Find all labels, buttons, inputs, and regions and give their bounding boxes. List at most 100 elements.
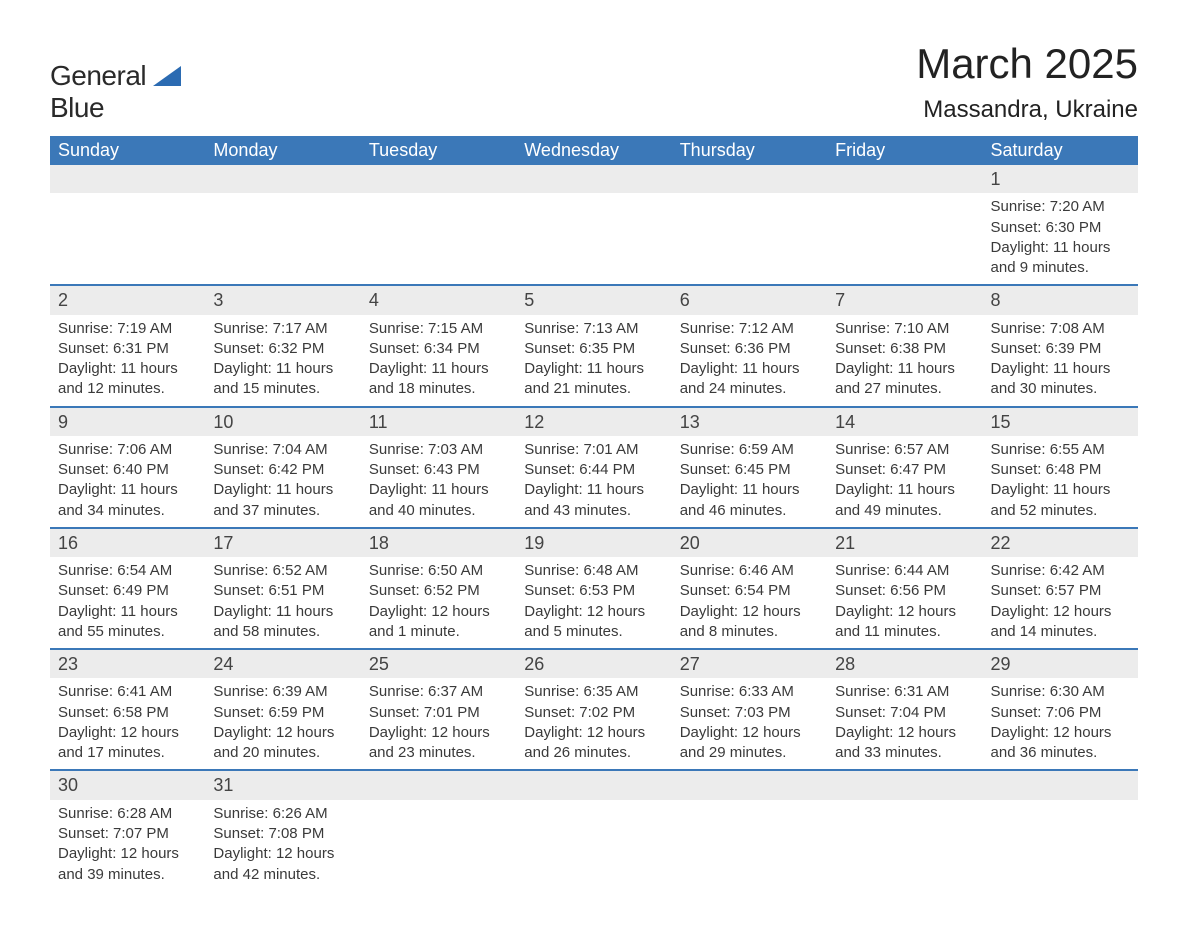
sunset-line: Sunset: 6:53 PM <box>524 581 663 601</box>
sunrise-line: Sunrise: 6:54 AM <box>58 561 197 581</box>
day-detail-cell <box>983 800 1138 891</box>
daylight-line: Daylight: 11 hours and 12 minutes. <box>58 359 197 400</box>
daylight-line: Daylight: 11 hours and 49 minutes. <box>835 480 974 521</box>
daylight-line: Daylight: 11 hours and 34 minutes. <box>58 480 197 521</box>
day-detail-cell: Sunrise: 7:17 AMSunset: 6:32 PMDaylight:… <box>205 315 360 407</box>
daylight-line: Daylight: 12 hours and 26 minutes. <box>524 723 663 764</box>
day-detail-cell: Sunrise: 7:13 AMSunset: 6:35 PMDaylight:… <box>516 315 671 407</box>
day-number-cell: 15 <box>983 407 1138 436</box>
daylight-line: Daylight: 12 hours and 8 minutes. <box>680 602 819 643</box>
sunrise-line: Sunrise: 7:04 AM <box>213 440 352 460</box>
day-detail-cell: Sunrise: 6:50 AMSunset: 6:52 PMDaylight:… <box>361 557 516 649</box>
calendar-table: SundayMondayTuesdayWednesdayThursdayFrid… <box>50 136 1138 891</box>
sunset-line: Sunset: 6:56 PM <box>835 581 974 601</box>
week-detail-row: Sunrise: 7:06 AMSunset: 6:40 PMDaylight:… <box>50 436 1138 528</box>
day-detail-cell: Sunrise: 6:41 AMSunset: 6:58 PMDaylight:… <box>50 678 205 770</box>
day-detail-cell: Sunrise: 6:30 AMSunset: 7:06 PMDaylight:… <box>983 678 1138 770</box>
day-number-cell: 7 <box>827 285 982 314</box>
sunrise-line: Sunrise: 7:17 AM <box>213 319 352 339</box>
daylight-line: Daylight: 11 hours and 21 minutes. <box>524 359 663 400</box>
day-detail-cell: Sunrise: 6:31 AMSunset: 7:04 PMDaylight:… <box>827 678 982 770</box>
weekday-header-row: SundayMondayTuesdayWednesdayThursdayFrid… <box>50 136 1138 165</box>
day-number-cell <box>827 770 982 799</box>
sunrise-line: Sunrise: 6:35 AM <box>524 682 663 702</box>
sunrise-line: Sunrise: 6:31 AM <box>835 682 974 702</box>
day-detail-cell: Sunrise: 7:15 AMSunset: 6:34 PMDaylight:… <box>361 315 516 407</box>
day-number-cell: 4 <box>361 285 516 314</box>
weekday-header: Saturday <box>983 136 1138 165</box>
sunrise-line: Sunrise: 6:57 AM <box>835 440 974 460</box>
day-number-cell: 28 <box>827 649 982 678</box>
sunrise-line: Sunrise: 6:52 AM <box>213 561 352 581</box>
daylight-line: Daylight: 11 hours and 52 minutes. <box>991 480 1130 521</box>
day-detail-cell: Sunrise: 6:39 AMSunset: 6:59 PMDaylight:… <box>205 678 360 770</box>
weekday-header: Wednesday <box>516 136 671 165</box>
daylight-line: Daylight: 11 hours and 9 minutes. <box>991 238 1130 279</box>
day-number-cell <box>827 165 982 193</box>
day-detail-cell: Sunrise: 6:28 AMSunset: 7:07 PMDaylight:… <box>50 800 205 891</box>
sunrise-line: Sunrise: 6:46 AM <box>680 561 819 581</box>
day-number-cell: 26 <box>516 649 671 678</box>
sunset-line: Sunset: 6:42 PM <box>213 460 352 480</box>
sunrise-line: Sunrise: 7:08 AM <box>991 319 1130 339</box>
day-detail-cell: Sunrise: 6:54 AMSunset: 6:49 PMDaylight:… <box>50 557 205 649</box>
day-detail-cell: Sunrise: 7:20 AMSunset: 6:30 PMDaylight:… <box>983 193 1138 285</box>
location: Massandra, Ukraine <box>916 96 1138 124</box>
sunset-line: Sunset: 6:34 PM <box>369 339 508 359</box>
day-detail-cell <box>827 193 982 285</box>
sunset-line: Sunset: 7:03 PM <box>680 703 819 723</box>
daylight-line: Daylight: 12 hours and 14 minutes. <box>991 602 1130 643</box>
daylight-line: Daylight: 12 hours and 33 minutes. <box>835 723 974 764</box>
sunrise-line: Sunrise: 7:03 AM <box>369 440 508 460</box>
day-detail-cell <box>516 800 671 891</box>
daylight-line: Daylight: 11 hours and 55 minutes. <box>58 602 197 643</box>
sunrise-line: Sunrise: 6:55 AM <box>991 440 1130 460</box>
week-daynum-row: 1 <box>50 165 1138 193</box>
month-title: March 2025 <box>916 40 1138 88</box>
weekday-header: Sunday <box>50 136 205 165</box>
day-number-cell <box>672 770 827 799</box>
sunset-line: Sunset: 6:54 PM <box>680 581 819 601</box>
day-detail-cell: Sunrise: 6:55 AMSunset: 6:48 PMDaylight:… <box>983 436 1138 528</box>
day-number-cell: 2 <box>50 285 205 314</box>
brand-name-part2: Blue <box>50 92 181 124</box>
day-number-cell: 9 <box>50 407 205 436</box>
sunset-line: Sunset: 6:47 PM <box>835 460 974 480</box>
day-detail-cell: Sunrise: 6:35 AMSunset: 7:02 PMDaylight:… <box>516 678 671 770</box>
day-detail-cell: Sunrise: 6:33 AMSunset: 7:03 PMDaylight:… <box>672 678 827 770</box>
day-number-cell: 11 <box>361 407 516 436</box>
week-daynum-row: 23242526272829 <box>50 649 1138 678</box>
sunset-line: Sunset: 6:49 PM <box>58 581 197 601</box>
day-number-cell: 21 <box>827 528 982 557</box>
day-number-cell: 30 <box>50 770 205 799</box>
day-number-cell: 18 <box>361 528 516 557</box>
weekday-header: Friday <box>827 136 982 165</box>
day-number-cell: 27 <box>672 649 827 678</box>
day-number-cell <box>983 770 1138 799</box>
day-detail-cell <box>50 193 205 285</box>
day-number-cell: 31 <box>205 770 360 799</box>
daylight-line: Daylight: 12 hours and 23 minutes. <box>369 723 508 764</box>
sunset-line: Sunset: 6:45 PM <box>680 460 819 480</box>
day-number-cell: 10 <box>205 407 360 436</box>
sunrise-line: Sunrise: 6:44 AM <box>835 561 974 581</box>
day-detail-cell: Sunrise: 7:12 AMSunset: 6:36 PMDaylight:… <box>672 315 827 407</box>
weekday-header: Monday <box>205 136 360 165</box>
weekday-header: Thursday <box>672 136 827 165</box>
sunrise-line: Sunrise: 7:01 AM <box>524 440 663 460</box>
sunrise-line: Sunrise: 7:19 AM <box>58 319 197 339</box>
sunset-line: Sunset: 7:04 PM <box>835 703 974 723</box>
daylight-line: Daylight: 12 hours and 36 minutes. <box>991 723 1130 764</box>
day-number-cell: 20 <box>672 528 827 557</box>
daylight-line: Daylight: 12 hours and 29 minutes. <box>680 723 819 764</box>
day-detail-cell <box>361 193 516 285</box>
day-number-cell: 19 <box>516 528 671 557</box>
day-detail-cell <box>672 800 827 891</box>
sunrise-line: Sunrise: 7:06 AM <box>58 440 197 460</box>
sunrise-line: Sunrise: 6:28 AM <box>58 804 197 824</box>
sunset-line: Sunset: 6:30 PM <box>991 218 1130 238</box>
day-detail-cell <box>827 800 982 891</box>
sunset-line: Sunset: 6:39 PM <box>991 339 1130 359</box>
day-number-cell: 25 <box>361 649 516 678</box>
sunset-line: Sunset: 6:59 PM <box>213 703 352 723</box>
